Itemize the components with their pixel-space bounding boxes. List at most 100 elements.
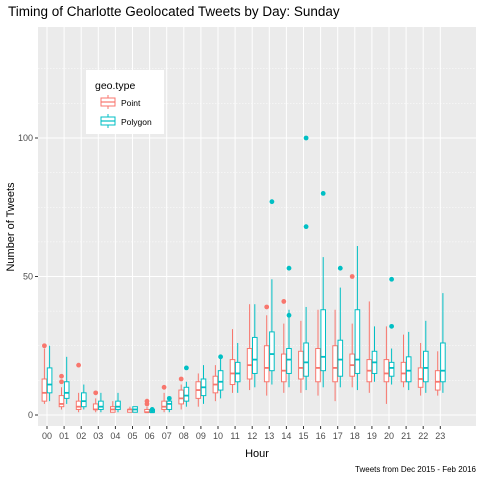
box-point-20 — [383, 326, 390, 404]
box-iqr — [332, 345, 338, 383]
box-iqr — [178, 389, 184, 405]
chart-caption: Tweets from Dec 2015 - Feb 2016 — [355, 465, 477, 474]
box-point-01 — [58, 373, 65, 410]
box-iqr — [405, 356, 412, 383]
box-iqr — [281, 353, 287, 383]
box-iqr — [98, 400, 104, 410]
box-iqr — [388, 361, 395, 377]
outlier-point — [93, 390, 99, 396]
outlier-point — [144, 398, 150, 404]
box-point-13 — [263, 304, 270, 396]
box-polygon-12 — [252, 304, 258, 388]
box-polygon-05 — [132, 406, 138, 413]
box-polygon-16 — [320, 191, 326, 388]
box-polygon-18 — [354, 246, 361, 391]
box-polygon-23 — [440, 293, 446, 393]
outlier-point — [281, 299, 287, 304]
box-point-21 — [400, 334, 407, 388]
y-tick-label: 0 — [28, 410, 33, 420]
y-tick-label: 50 — [23, 272, 33, 282]
box-iqr — [75, 400, 82, 410]
outlier-point — [166, 395, 172, 401]
box-iqr — [81, 392, 87, 408]
x-tick-label: 23 — [435, 431, 445, 441]
x-tick-label: 02 — [76, 431, 86, 441]
box-point-11 — [229, 329, 236, 393]
box-polygon-08 — [183, 365, 190, 407]
box-polygon-22 — [423, 320, 429, 393]
box-iqr — [166, 400, 173, 410]
legend-title: geo.type — [95, 80, 135, 92]
box-point-19 — [366, 301, 373, 393]
box-point-05 — [127, 406, 133, 413]
outlier-point — [59, 373, 64, 379]
box-iqr — [234, 361, 241, 383]
x-tick-label: 18 — [350, 431, 360, 441]
x-tick-label: 21 — [401, 431, 411, 441]
box-iqr — [417, 367, 424, 388]
box-polygon-17 — [337, 265, 344, 388]
box-iqr — [217, 370, 224, 391]
legend-background — [86, 70, 164, 134]
outlier-point — [303, 135, 309, 141]
x-tick-label: 16 — [316, 431, 326, 441]
box-iqr — [229, 359, 236, 386]
box-polygon-13 — [269, 199, 275, 385]
box-iqr — [320, 309, 326, 372]
y-tick-label: 100 — [18, 133, 33, 143]
x-tick-label: 03 — [93, 431, 103, 441]
x-tick-label: 04 — [110, 431, 120, 441]
box-point-12 — [246, 304, 253, 391]
box-polygon-15 — [303, 135, 309, 391]
legend-label-point: Point — [121, 98, 141, 108]
x-tick-label: 17 — [333, 431, 343, 441]
box-polygon-06 — [149, 407, 155, 414]
box-point-07 — [161, 384, 167, 413]
plot-marks — [41, 135, 446, 414]
box-iqr — [434, 370, 441, 391]
x-tick-label: 01 — [59, 431, 69, 441]
legend-key-point — [100, 95, 116, 109]
outlier-point — [286, 265, 292, 271]
legend-label-polygon: Polygon — [121, 117, 152, 127]
outlier-point — [59, 379, 64, 385]
outlier-point — [161, 384, 167, 390]
box-iqr — [440, 342, 446, 383]
outlier-point — [349, 274, 355, 279]
box-polygon-11 — [234, 342, 241, 393]
box-iqr — [183, 386, 190, 402]
box-point-08 — [178, 376, 184, 410]
legend: geo.type Point Polygon — [86, 70, 164, 134]
box-polygon-02 — [81, 384, 87, 410]
box-iqr — [41, 378, 48, 402]
box-iqr — [115, 400, 121, 410]
box-iqr — [423, 350, 429, 383]
outlier-point — [389, 323, 394, 329]
x-tick-label: 09 — [196, 431, 206, 441]
x-axis-title: Hour — [245, 448, 269, 460]
y-axis-title: Number of Tweets — [5, 182, 17, 272]
x-tick-label: 05 — [127, 431, 137, 441]
box-iqr — [58, 395, 65, 408]
box-point-23 — [434, 351, 441, 396]
box-iqr — [161, 400, 167, 410]
box-polygon-20 — [388, 276, 395, 385]
outlier-point — [320, 191, 326, 196]
x-tick-label: 07 — [162, 431, 172, 441]
box-iqr — [315, 348, 321, 383]
box-polygon-04 — [115, 392, 121, 413]
box-point-02 — [75, 362, 82, 413]
x-tick-label: 15 — [298, 431, 308, 441]
outlier-point — [42, 343, 47, 349]
box-iqr — [383, 359, 390, 383]
box-polygon-00 — [46, 345, 53, 402]
outlier-point — [269, 199, 275, 205]
x-tick-label: 14 — [281, 431, 291, 441]
axes: 0 50 100 00 01 02 03 04 05 06 07 08 09 10 11 12 13 14 15 16… — [18, 133, 445, 441]
x-tick-label: 13 — [264, 431, 274, 441]
chart-title: Timing of Charlotte Geolocated Tweets by… — [8, 4, 340, 19]
box-iqr — [303, 342, 309, 377]
box-point-03 — [92, 390, 99, 413]
box-point-06 — [144, 398, 150, 414]
box-iqr — [246, 348, 253, 380]
